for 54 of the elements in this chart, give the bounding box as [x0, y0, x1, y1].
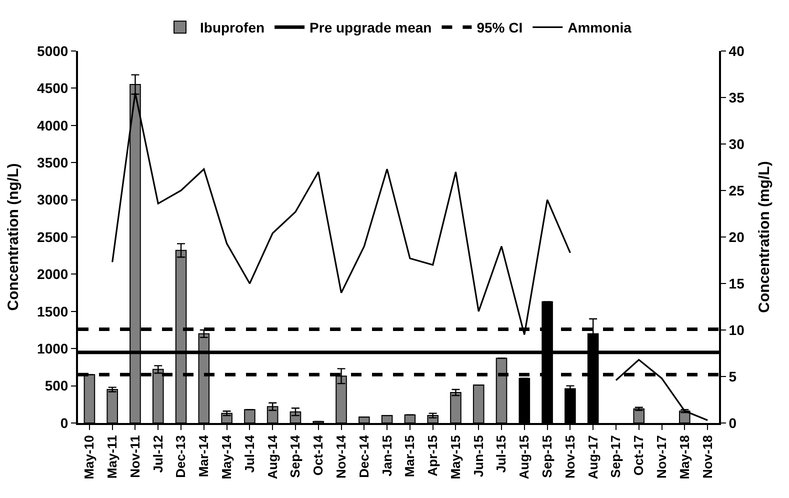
y2-axis-title: Concentration (mg/L) [756, 161, 774, 313]
x-tick-label: Jan-15 [379, 435, 394, 476]
y-axis-title: Concentration (ng/L) [4, 163, 22, 311]
y-tick-label: 4500 [37, 80, 68, 96]
x-tick-label: Nov-15 [562, 435, 578, 479]
y2-tick-label: 35 [728, 89, 745, 106]
y-tick-label: 0 [60, 414, 68, 431]
x-tick-label: Aug-14 [264, 434, 280, 480]
x-tick-label: Dec-14 [356, 434, 372, 478]
x-tick-label: Nov-14 [333, 434, 348, 479]
x-tick-label: Oct-17 [631, 435, 646, 476]
y2-tick-label: 5 [728, 368, 737, 384]
x-tick-label: Jul-14 [242, 434, 257, 473]
y2-tick-label: 25 [728, 182, 745, 198]
x-tick-label: Mar-14 [196, 434, 212, 478]
y-tick-label: 2500 [37, 228, 68, 245]
x-tick-label: Mar-15 [402, 435, 418, 478]
x-tick-label: Aug-15 [516, 435, 532, 480]
y-tick-label: 1000 [37, 340, 68, 356]
y-tick-label: 5000 [37, 42, 68, 59]
y2-tick-label: 15 [728, 275, 745, 292]
x-tick-label: Nov-18 [700, 435, 715, 479]
x-tick-label: Jun-15 [470, 435, 486, 478]
legend-label: Pre upgrade mean [310, 20, 432, 36]
y-tick-label: 2000 [37, 266, 68, 282]
y2-tick-label: 30 [728, 136, 745, 152]
y2-tick-label: 0 [728, 414, 737, 431]
x-tick-label: May-11 [104, 435, 120, 479]
y2-tick-label: 20 [728, 228, 745, 245]
y-tick-label: 4000 [37, 117, 68, 134]
x-tick-label: Jul-15 [494, 435, 509, 473]
x-tick-label: Nov-11 [127, 435, 142, 478]
legend-label: 95% CI [476, 20, 523, 36]
x-tick-label: May-14 [219, 434, 234, 480]
y-tick-label: 1500 [37, 303, 68, 320]
x-tick-label: Oct-14 [310, 434, 326, 476]
x-tick-label: Apr-15 [425, 435, 440, 476]
x-tick-label: Sep-15 [540, 435, 555, 478]
legend-label: Ibuprofen [200, 20, 265, 36]
x-tick-label: Sep-17 [608, 435, 624, 478]
x-tick-label: Dec-13 [173, 435, 188, 478]
x-tick-label: May-10 [82, 435, 97, 480]
y-tick-label: 3500 [37, 154, 68, 170]
x-tick-label: May-15 [448, 435, 463, 480]
x-tick-label: Aug-17 [585, 435, 600, 480]
x-tick-label: Nov-17 [654, 435, 669, 479]
y-tick-label: 500 [44, 378, 68, 394]
y2-tick-label: 10 [728, 322, 745, 338]
legend-label: Ammonia [568, 20, 632, 36]
x-tick-label: Jul-12 [150, 435, 166, 473]
x-tick-label: Sep-14 [288, 434, 303, 478]
y-tick-label: 3000 [37, 192, 68, 208]
x-tick-label: May-18 [676, 435, 692, 480]
y2-tick-label: 40 [728, 42, 745, 59]
